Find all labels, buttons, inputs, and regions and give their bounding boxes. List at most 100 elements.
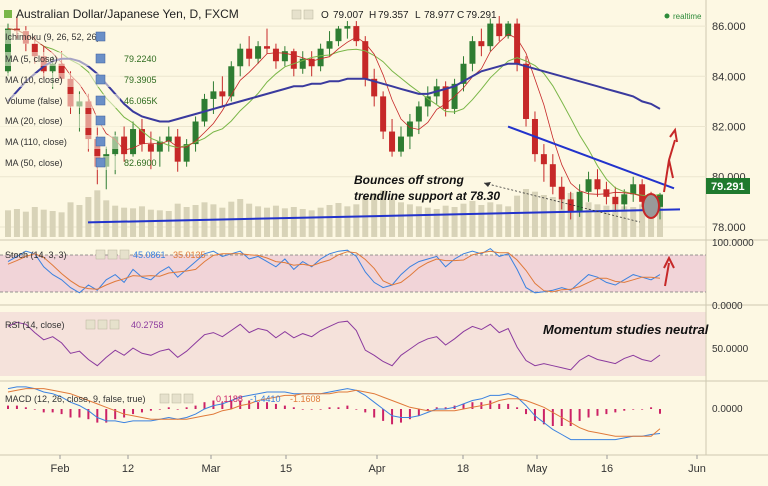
candle-body xyxy=(415,106,422,122)
last-price-badge xyxy=(706,178,750,194)
macd-hist-bar xyxy=(659,409,661,414)
volume-bar xyxy=(380,190,387,237)
candle-body xyxy=(549,164,556,187)
annotation-line2: trendline support at 78.30 xyxy=(354,189,500,203)
stoch-d-line xyxy=(7,250,661,293)
macd-hist-bar xyxy=(140,409,143,413)
candle-body xyxy=(594,179,601,190)
settings-button[interactable] xyxy=(303,9,314,20)
macd-hist-bar xyxy=(239,400,242,409)
volume-bar xyxy=(308,210,315,237)
macd-hist-bar xyxy=(435,407,438,409)
candle-body xyxy=(621,194,628,205)
macd-hist-bar xyxy=(283,405,286,409)
volume-bar xyxy=(389,198,396,237)
low-value: 78.977 xyxy=(424,10,455,21)
macd-hist-bar xyxy=(417,409,420,416)
indicator-label: MA (5, close) xyxy=(5,54,58,64)
macd-hist-bar xyxy=(578,409,581,421)
macd-hist-bar xyxy=(15,405,18,409)
candle-body xyxy=(576,191,583,212)
candle-body xyxy=(406,121,413,137)
candle-body xyxy=(94,139,101,167)
macd-value: -1.4410 xyxy=(250,394,281,404)
macd-hist-bar xyxy=(87,409,90,420)
macd-hist-bar xyxy=(516,407,519,409)
candle-body xyxy=(156,141,163,152)
candle-body xyxy=(496,23,503,37)
macd-settings-button[interactable] xyxy=(171,393,182,404)
macd-hist-bar xyxy=(114,409,117,420)
volume-bar xyxy=(397,202,404,237)
macd-hist-bar xyxy=(471,402,474,409)
volume-bar xyxy=(67,202,74,237)
volume-bar xyxy=(469,201,476,237)
volume-bar xyxy=(326,205,333,237)
macd-hist-bar xyxy=(266,402,269,409)
volume-bar xyxy=(540,195,547,237)
volume-bar xyxy=(165,211,172,237)
candle-body xyxy=(264,46,271,49)
macd-hist-bar xyxy=(301,409,304,410)
macd-hist-bar xyxy=(248,400,251,409)
volume-bar xyxy=(612,205,619,237)
macd-hist-bar xyxy=(533,409,536,421)
rsi-settings-button[interactable] xyxy=(97,319,108,330)
rsi-eye-button[interactable] xyxy=(85,319,96,330)
stoch-close-button[interactable] xyxy=(119,249,130,260)
collapse-icon[interactable] xyxy=(4,10,12,18)
macd-hist-bar xyxy=(176,409,179,410)
candle-body xyxy=(558,186,565,200)
volume-bar xyxy=(460,203,467,237)
candle-body xyxy=(362,41,369,79)
candle-body xyxy=(147,144,154,152)
macd-hist-bar xyxy=(462,403,465,409)
macd-hist-bar xyxy=(355,409,358,410)
candle-body xyxy=(657,194,663,207)
time-axis[interactable]: Feb 12 Mar 15 Apr 18 May 16 Jun xyxy=(51,455,706,475)
macd-hist-bar xyxy=(399,409,402,423)
stoch-settings-button[interactable] xyxy=(107,249,118,260)
macd-hist-bar xyxy=(78,409,81,418)
candle-body xyxy=(397,136,404,152)
macd-hist-bar xyxy=(203,402,206,409)
macd-hist-bar xyxy=(337,407,340,409)
x-tick-label: Mar xyxy=(202,463,221,475)
legend-row-bg xyxy=(0,30,120,44)
indicator-label: MA (10, close) xyxy=(5,75,63,85)
rsi-close-button[interactable] xyxy=(109,319,120,330)
indicator-value: 82.6900 xyxy=(124,158,157,168)
candle-body xyxy=(58,63,65,79)
stoch-eye-button[interactable] xyxy=(95,249,106,260)
legend-row-bg xyxy=(0,156,120,170)
macd-eye-button[interactable] xyxy=(159,393,170,404)
indicator-settings-icon xyxy=(95,53,106,64)
legend-row-bg xyxy=(0,73,120,87)
candle-body xyxy=(487,23,494,47)
annotation-pointer-arrowhead xyxy=(484,182,491,187)
open-value: 79.007 xyxy=(333,10,364,21)
macd-close-button[interactable] xyxy=(183,393,194,404)
candle-body xyxy=(424,96,431,107)
macd-hist-bar xyxy=(33,409,36,410)
realtime-label: realtime xyxy=(673,12,702,21)
volume-bar xyxy=(648,205,655,237)
volume-bar xyxy=(603,205,610,237)
candle-body xyxy=(174,136,181,162)
macd-hist-bar xyxy=(42,409,45,413)
volume-bar xyxy=(237,199,244,237)
macd-hist-bar xyxy=(632,409,635,410)
volume-bar xyxy=(353,204,360,237)
x-tick-label: Jun xyxy=(688,463,706,475)
candle-body xyxy=(67,78,74,107)
volume-bar xyxy=(531,191,538,237)
visibility-button[interactable] xyxy=(291,9,302,20)
support-trendline xyxy=(87,208,681,224)
candles[interactable] xyxy=(5,16,663,220)
candle-body xyxy=(31,43,38,57)
macd-hist-bar xyxy=(382,409,385,421)
candle-body xyxy=(612,196,619,205)
volume-bar xyxy=(451,207,458,237)
macd-hist-bar xyxy=(614,409,617,413)
